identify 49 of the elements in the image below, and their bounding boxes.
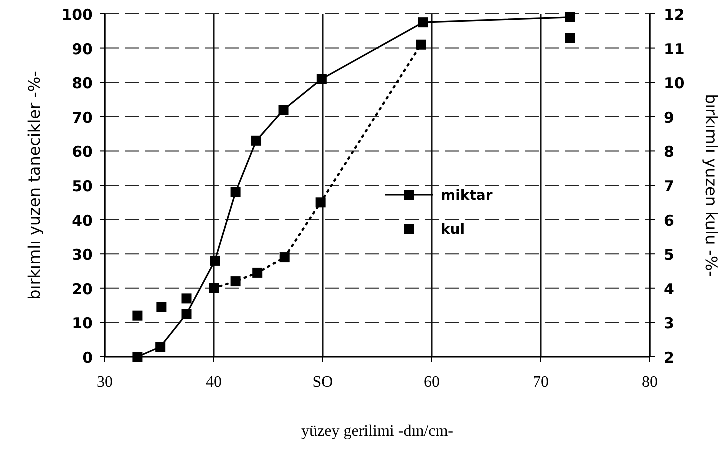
y-tick-label: 40 xyxy=(72,212,93,230)
point xyxy=(230,187,241,198)
y-tick-label: 70 xyxy=(72,108,93,127)
y-tick-label: 0 xyxy=(82,349,93,367)
point xyxy=(565,33,576,44)
x-tick-label: 80 xyxy=(642,374,658,391)
y2-tick-label: 5 xyxy=(664,246,674,264)
y2-tick-label: 12 xyxy=(664,6,685,24)
point xyxy=(209,283,219,294)
y2-tick-label: 4 xyxy=(664,280,674,298)
point xyxy=(565,12,576,22)
point xyxy=(132,310,143,321)
point xyxy=(418,18,428,28)
point xyxy=(416,40,426,50)
point xyxy=(156,302,167,312)
y2-tick-label: 9 xyxy=(664,108,674,127)
x-axis-title: yüzey gerilimi -dın/cm- xyxy=(302,423,454,440)
y-tick-label: 90 xyxy=(72,40,93,58)
point xyxy=(278,105,289,116)
y-tick-label: 10 xyxy=(72,314,93,333)
x-tick-label: 40 xyxy=(206,374,222,391)
y2-tick-label: 7 xyxy=(664,178,674,196)
y-tick-label: 30 xyxy=(72,246,93,264)
legend-label: kul xyxy=(441,222,466,238)
x-tick-label: 70 xyxy=(533,374,549,391)
y-axis-title: bırkımlı yuzen tanecikler -%- xyxy=(25,71,44,300)
point xyxy=(182,309,192,320)
point xyxy=(156,342,166,352)
y-tick-label: 100 xyxy=(62,6,93,24)
y2-tick-label: 8 xyxy=(664,143,674,162)
point xyxy=(316,74,327,84)
y2-tick-label: 11 xyxy=(664,40,685,58)
y2-axis-title: bırkımlı yuzen kulu -%- xyxy=(702,94,721,277)
point xyxy=(132,352,143,362)
y-tick-label: 60 xyxy=(72,143,93,162)
y2-tick-label: 2 xyxy=(664,349,674,367)
x-tick-label: 30 xyxy=(97,374,113,391)
x-tick-label: 60 xyxy=(424,374,440,391)
y-tick-label: 50 xyxy=(72,178,93,196)
y2-tick-label: 6 xyxy=(664,212,674,230)
y-tick-label: 80 xyxy=(72,74,93,93)
point xyxy=(182,294,192,304)
point xyxy=(252,136,262,146)
y2-tick-label: 10 xyxy=(664,74,685,93)
point xyxy=(210,256,220,266)
legend-label: miktar xyxy=(441,188,493,204)
x-tick-label: SO xyxy=(312,374,334,391)
y2-tick-label: 3 xyxy=(664,314,674,333)
y-tick-label: 20 xyxy=(72,280,93,298)
